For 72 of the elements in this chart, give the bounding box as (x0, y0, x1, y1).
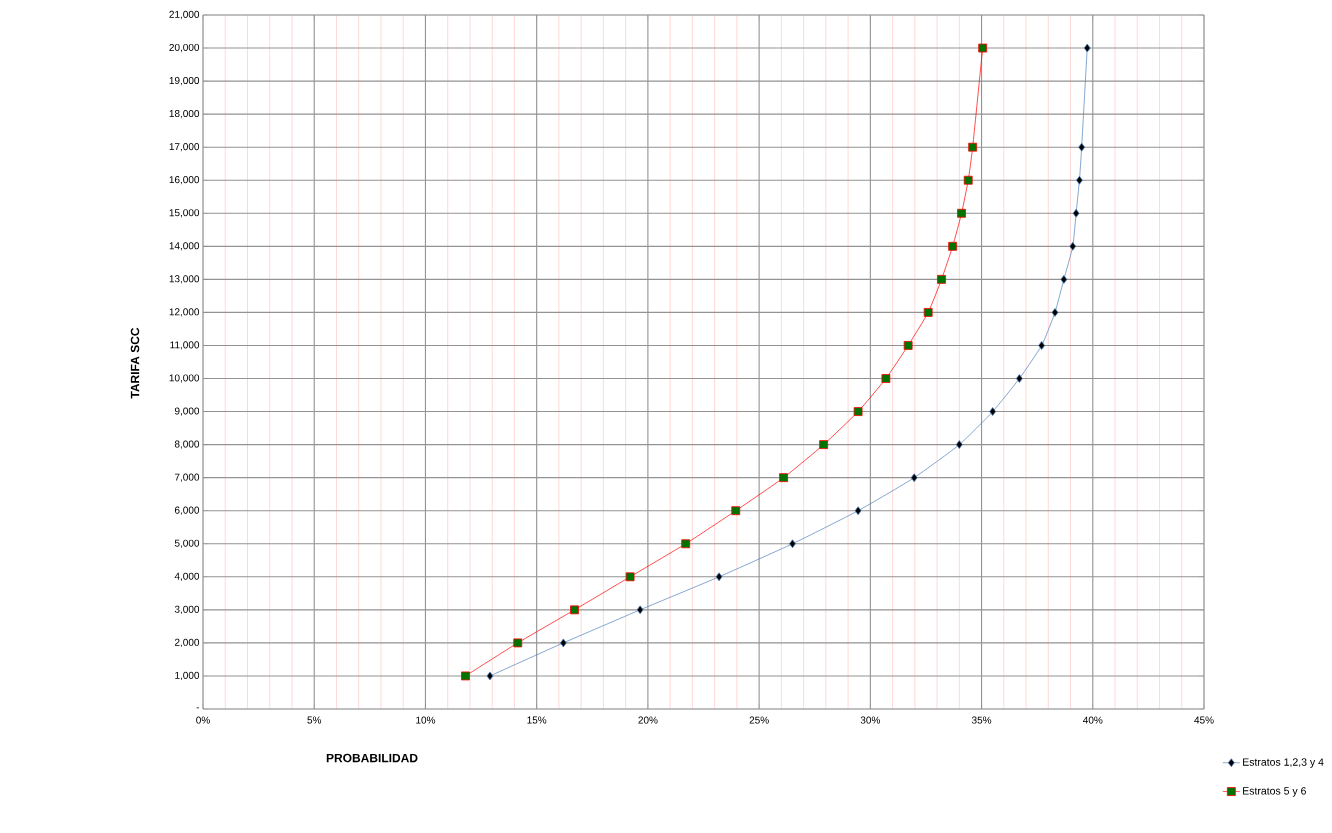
x-tick-label: 10% (416, 716, 436, 724)
point (1083, 43, 1091, 53)
y-tick-label: 9,000 (174, 407, 200, 416)
y-tick-label: 7,000 (174, 473, 200, 482)
point (923, 308, 933, 317)
x-tick-label: 0% (196, 716, 210, 724)
point (789, 539, 796, 549)
point (1072, 208, 1080, 218)
point (957, 208, 966, 218)
point (968, 142, 978, 152)
point (819, 440, 829, 450)
y-tick-label: 16,000 (169, 176, 200, 185)
y-tick-label: 2,000 (174, 638, 200, 648)
point (570, 605, 579, 615)
point (853, 407, 863, 416)
y-tick-label: 18,000 (169, 110, 200, 119)
x-tick-label: 30% (860, 716, 880, 724)
point (625, 572, 635, 582)
y-tick-label: 8,000 (174, 440, 200, 449)
point (461, 671, 470, 681)
y-axis-title: TARIFA SCC (130, 327, 140, 399)
point (1069, 241, 1077, 251)
y-tick-label: 17,000 (169, 143, 200, 152)
point (715, 572, 723, 582)
point (779, 473, 788, 483)
y-tick-label: 13,000 (169, 275, 200, 284)
point (1038, 341, 1046, 350)
x-tick-label: 20% (638, 716, 658, 724)
point (486, 671, 494, 681)
point (948, 241, 958, 251)
x-tick-label: 15% (527, 716, 547, 724)
x-tick-label: 5% (307, 716, 322, 724)
point (559, 638, 567, 648)
point (881, 374, 891, 383)
point (955, 440, 963, 450)
y-tick-label: 10,000 (169, 374, 200, 383)
point (681, 539, 691, 549)
legend-label: Estratos 1,2,3 y 4 (1243, 758, 1324, 768)
point (989, 407, 997, 416)
point (1060, 274, 1068, 284)
point (1015, 374, 1023, 383)
x-tick-label: 45% (1194, 716, 1214, 724)
point (937, 274, 946, 284)
x-tick-label: 40% (1083, 716, 1103, 724)
point (1078, 142, 1086, 152)
point (910, 473, 918, 483)
y-tick-label: 12,000 (169, 308, 200, 317)
point (1051, 308, 1059, 317)
point (978, 43, 988, 53)
x-axis-title: PROBABILIDAD (326, 753, 418, 763)
point (854, 506, 862, 516)
point (731, 506, 741, 516)
point (513, 638, 523, 648)
y-tick-label: 6,000 (174, 506, 200, 515)
y-tick-label: 15,000 (169, 209, 200, 218)
y-tick-label: 14,000 (169, 242, 200, 251)
y-tick-label: 20,000 (169, 43, 200, 53)
y-tick-label: 3,000 (174, 605, 200, 614)
y-tick-label: 1,000 (175, 671, 200, 681)
y-tick-label: 21,000 (169, 10, 200, 20)
point (1076, 175, 1083, 185)
y-tick-label: 11,000 (170, 341, 200, 350)
y-tick-label: - (196, 707, 200, 709)
legend-label: Estratos 5 y 6 (1243, 787, 1306, 797)
point (903, 341, 913, 350)
x-tick-label: 35% (971, 716, 992, 724)
x-tick-label: 25% (749, 716, 769, 724)
point (636, 605, 644, 615)
y-tick-label: 4,000 (174, 572, 200, 581)
y-tick-label: 19,000 (169, 76, 200, 86)
y-tick-label: 5,000 (174, 539, 200, 548)
point (963, 175, 973, 185)
